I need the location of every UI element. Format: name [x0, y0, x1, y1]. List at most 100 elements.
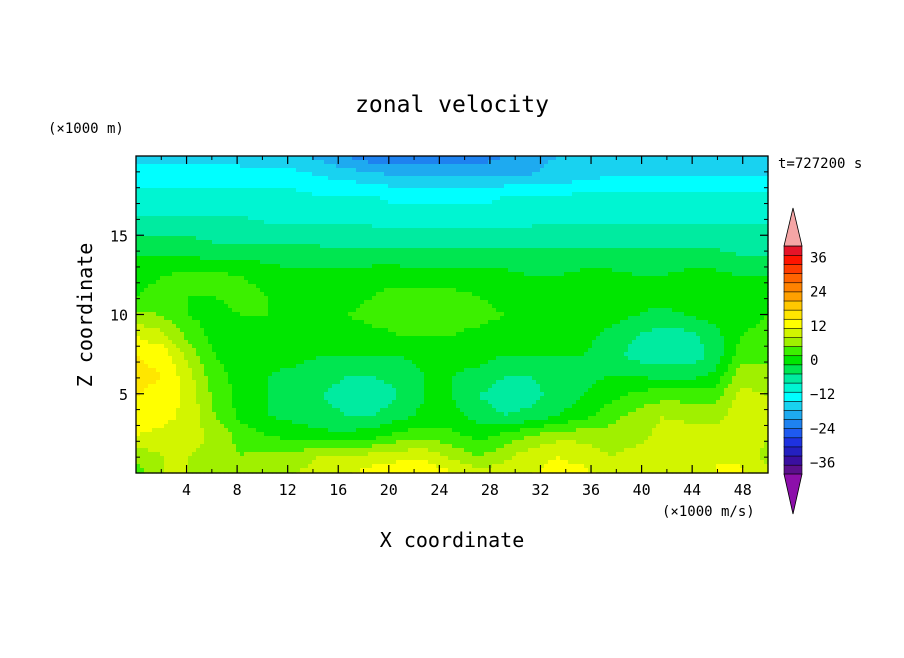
field-cell	[316, 240, 321, 245]
field-cell	[376, 220, 381, 225]
field-cell	[436, 168, 441, 173]
field-cell	[688, 200, 693, 205]
field-cell	[304, 264, 309, 269]
field-cell	[284, 156, 289, 161]
field-cell	[744, 188, 749, 193]
field-cell	[296, 220, 301, 225]
field-cell	[516, 192, 521, 197]
field-cell	[708, 200, 713, 205]
field-cell	[748, 232, 753, 237]
field-cell	[184, 272, 189, 277]
field-cell	[436, 260, 441, 265]
field-cell	[744, 232, 749, 237]
field-cell	[508, 260, 513, 265]
field-cell	[156, 188, 161, 193]
field-cell	[488, 180, 493, 185]
field-cell	[420, 204, 425, 209]
field-cell	[416, 156, 421, 161]
field-cell	[160, 264, 165, 269]
field-cell	[680, 204, 685, 209]
field-cell	[316, 276, 321, 281]
field-cell	[712, 204, 717, 209]
field-cell	[264, 196, 269, 201]
field-cell	[228, 208, 233, 213]
field-cell	[528, 208, 533, 213]
field-cell	[708, 272, 713, 277]
field-cell	[384, 280, 389, 285]
field-cell	[548, 216, 553, 221]
field-cell	[320, 192, 325, 197]
field-cell	[144, 236, 149, 241]
field-cell	[612, 212, 617, 217]
field-cell	[472, 260, 477, 265]
field-cell	[588, 208, 593, 213]
field-cell	[268, 188, 273, 193]
field-cell	[700, 188, 705, 193]
field-cell	[644, 236, 649, 241]
field-cell	[732, 248, 737, 253]
field-cell	[380, 248, 385, 253]
field-cell	[436, 184, 441, 189]
field-cell	[284, 176, 289, 181]
field-cell	[416, 260, 421, 265]
field-cell	[416, 176, 421, 181]
field-cell	[416, 160, 421, 165]
field-cell	[348, 156, 353, 161]
field-cell	[504, 264, 509, 269]
field-cell	[584, 216, 589, 221]
field-cell	[396, 248, 401, 253]
field-cell	[516, 264, 521, 269]
field-cell	[396, 224, 401, 229]
field-cell	[504, 184, 509, 189]
field-cell	[760, 204, 765, 209]
field-cell	[628, 236, 633, 241]
field-cell	[176, 204, 181, 209]
field-cell	[328, 168, 333, 173]
field-cell	[532, 280, 537, 285]
field-cell	[484, 280, 489, 285]
field-cell	[284, 164, 289, 169]
field-cell	[188, 176, 193, 181]
field-cell	[420, 240, 425, 245]
field-cell	[584, 224, 589, 229]
field-cell	[392, 260, 397, 265]
field-cell	[596, 156, 601, 161]
field-cell	[232, 272, 237, 277]
field-cell	[716, 200, 721, 205]
field-cell	[328, 216, 333, 221]
field-cell	[708, 276, 713, 281]
field-cell	[660, 236, 665, 241]
field-cell	[152, 200, 157, 205]
field-cell	[748, 184, 753, 189]
field-cell	[296, 252, 301, 257]
field-cell	[604, 248, 609, 253]
field-cell	[492, 172, 497, 177]
field-cell	[356, 272, 361, 277]
field-cell	[268, 240, 273, 245]
field-cell	[580, 236, 585, 241]
field-cell	[388, 228, 393, 233]
field-cell	[188, 188, 193, 193]
field-cell	[544, 188, 549, 193]
field-cell	[412, 252, 417, 257]
field-cell	[672, 220, 677, 225]
field-cell	[720, 184, 725, 189]
field-cell	[216, 204, 221, 209]
field-cell	[692, 232, 697, 237]
field-cell	[764, 180, 769, 185]
field-cell	[548, 196, 553, 201]
field-cell	[368, 188, 373, 193]
field-cell	[388, 196, 393, 201]
field-cell	[192, 184, 197, 189]
field-cell	[372, 164, 377, 169]
field-cell	[476, 260, 481, 265]
field-cell	[264, 224, 269, 229]
field-cell	[352, 160, 357, 165]
field-cell	[184, 200, 189, 205]
field-cell	[248, 204, 253, 209]
field-cell	[564, 204, 569, 209]
field-cell	[412, 164, 417, 169]
field-cell	[216, 168, 221, 173]
field-cell	[300, 224, 305, 229]
field-cell	[732, 200, 737, 205]
